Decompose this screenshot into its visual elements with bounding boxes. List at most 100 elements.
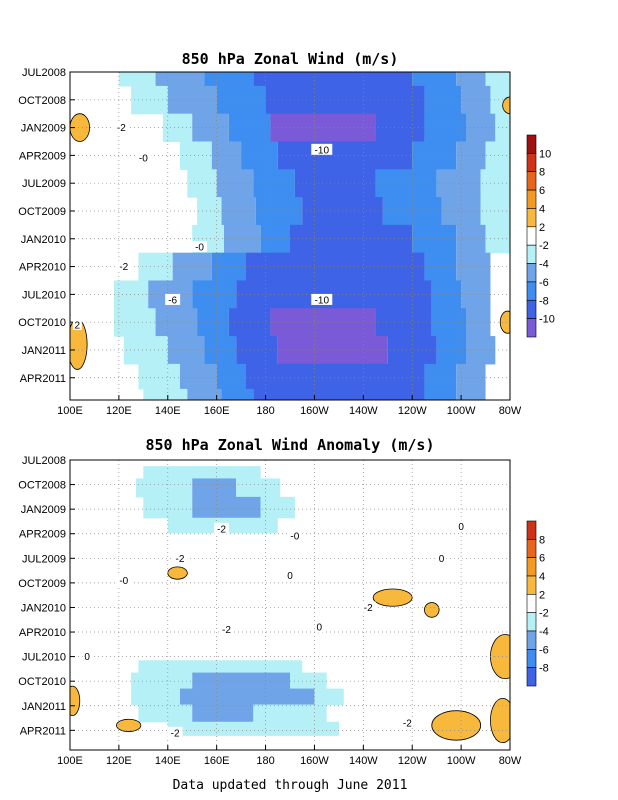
shade-cell xyxy=(436,183,481,198)
shade-cell xyxy=(480,197,510,212)
shade-cell xyxy=(197,197,222,212)
colorbar-swatch xyxy=(526,612,537,632)
contour-label: -2 xyxy=(403,718,412,729)
shade-cell xyxy=(155,308,198,323)
shade-cell xyxy=(211,155,242,170)
y-tick-label: JAN2010 xyxy=(21,602,66,614)
shade-cell xyxy=(192,509,261,519)
contour-label: -0 xyxy=(195,243,204,254)
colorbar-label: 2 xyxy=(539,222,545,234)
colorbar-label: -6 xyxy=(539,277,549,289)
shade-cell xyxy=(172,252,212,268)
shade-cell xyxy=(277,336,388,351)
shade-cell xyxy=(424,377,457,390)
shade-cell xyxy=(255,210,303,226)
contour-label-bg xyxy=(218,623,234,635)
shade-cell xyxy=(216,85,266,101)
shade-cell xyxy=(456,363,486,379)
shade-cell xyxy=(131,681,193,690)
shade-cell xyxy=(290,238,413,254)
colorbar-swatch xyxy=(526,171,537,191)
shade-cell xyxy=(412,141,457,156)
footer-text: Data updated through June 2011 xyxy=(173,778,408,793)
contour-label-bg xyxy=(172,552,188,564)
x-tick-label: 120W xyxy=(398,405,427,417)
y-tick-label: OCT2010 xyxy=(18,317,66,329)
shade-cell xyxy=(436,349,466,365)
colorbar-swatch xyxy=(526,299,537,319)
shade-cell xyxy=(456,238,486,254)
shade-cell xyxy=(436,336,466,351)
shade-cell xyxy=(138,377,180,390)
contour-label-bg xyxy=(116,260,132,272)
shade-cell xyxy=(241,155,278,170)
shade-cell xyxy=(192,224,224,240)
shade-cell xyxy=(167,85,217,101)
shade-cell xyxy=(246,252,425,268)
shade-cell xyxy=(167,336,205,351)
shade-cell xyxy=(187,388,222,400)
shade-cell xyxy=(114,322,156,337)
shade-cell xyxy=(412,224,457,240)
y-tick-label: APR2011 xyxy=(20,373,66,385)
gridlines xyxy=(70,72,510,400)
contour-label: -2 xyxy=(217,524,226,535)
shade-cell xyxy=(197,322,229,337)
shade-cell xyxy=(138,363,180,379)
colorbar-swatch xyxy=(526,134,537,154)
y-tick-label: OCT2010 xyxy=(18,676,66,688)
colorbar-label: 8 xyxy=(539,534,545,546)
shade-cell xyxy=(143,466,229,473)
shade-cell xyxy=(294,183,376,198)
shade-cell xyxy=(131,688,180,697)
x-tick-label: 120E xyxy=(106,405,132,417)
shade-cell xyxy=(123,336,168,351)
shade-cell xyxy=(270,127,376,143)
positive-anomaly-region xyxy=(424,602,440,618)
shade-cell xyxy=(480,169,510,184)
shade-cell xyxy=(253,704,327,714)
shade-cell xyxy=(431,308,466,323)
x-tick-label: 140E xyxy=(155,405,181,417)
contour-label-bg xyxy=(135,152,151,164)
shade-cell xyxy=(456,252,491,268)
shade-cell xyxy=(180,695,315,706)
shade-cell xyxy=(456,224,486,240)
positive-anomaly-region xyxy=(372,588,413,607)
y-tick-label: OCT2009 xyxy=(18,578,66,590)
contour-label: 0 xyxy=(458,522,464,533)
contour-label: -2 xyxy=(364,603,373,614)
contour-label: -0 xyxy=(139,154,148,165)
shade-cell xyxy=(216,99,266,115)
shade-cell xyxy=(461,85,491,101)
shade-cell xyxy=(167,721,339,731)
shade-cell xyxy=(187,183,217,198)
shade-cell xyxy=(253,388,425,400)
shade-cell xyxy=(255,197,303,212)
shade-cell xyxy=(180,155,212,170)
y-tick-label: APR2009 xyxy=(19,529,66,541)
shade-cell xyxy=(461,99,491,115)
contour-label-bg xyxy=(360,601,376,613)
shade-cell xyxy=(270,113,376,129)
x-tick-label: 160W xyxy=(300,405,329,417)
shade-cell xyxy=(162,113,193,129)
shade-cell xyxy=(138,663,303,674)
shade-cell xyxy=(260,238,290,254)
shade-cell xyxy=(187,169,217,184)
shade-cell xyxy=(246,266,425,282)
shade-cell xyxy=(456,377,486,390)
shade-cell xyxy=(192,280,237,295)
positive-anomaly-region xyxy=(490,697,510,744)
x-tick-label: 80W xyxy=(499,405,522,417)
shade-cell xyxy=(424,127,466,143)
shade-cell xyxy=(192,713,254,723)
shade-cell xyxy=(155,72,205,87)
shade-cell xyxy=(148,280,193,295)
shade-cell xyxy=(480,183,510,198)
plot-frame xyxy=(69,459,511,751)
x-tick-label: 140E xyxy=(155,755,181,767)
shade-cell xyxy=(180,141,212,156)
shade-cell xyxy=(456,141,486,156)
colorbar-swatch xyxy=(526,318,537,338)
